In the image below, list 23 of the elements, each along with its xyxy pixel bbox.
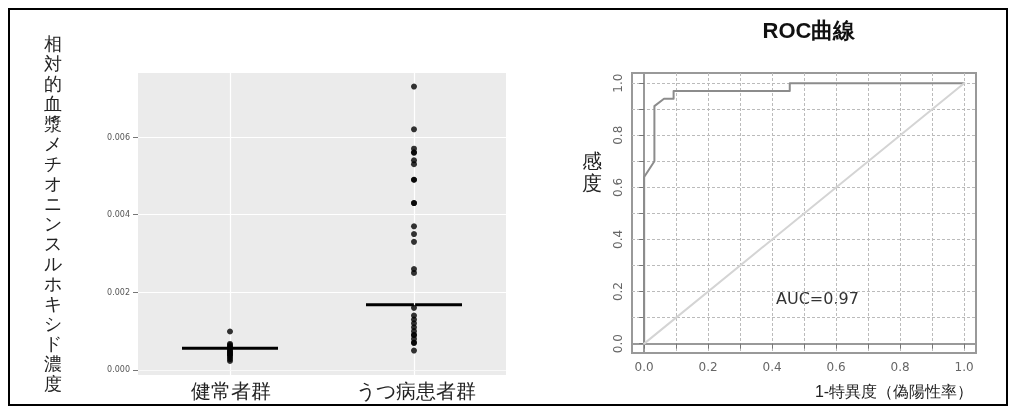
y-axis-title: 感度 [582,150,602,194]
x-tick-label: うつ病患者群 [355,379,476,403]
y-tick-label: 0.2 [611,281,625,302]
y-tick-label: 0.006 [107,132,130,142]
x-tick-label: 0.8 [890,360,910,374]
y-tick-label: 0.4 [611,229,625,249]
y-tick-label: 0.004 [107,210,130,220]
x-axis-title: 1-特異度（偽陽性率） [814,382,974,400]
x-tick-label: 1.0 [954,360,974,374]
x-tick-label: 0.2 [698,360,718,374]
x-tick-label: 0.6 [826,360,846,374]
x-tick-label: 0.0 [634,360,654,374]
text: 相対的血漿メチオニンスルホキシド濃度 [44,34,62,394]
y-tick-label: 0.6 [611,177,625,197]
y-tick-label: 0.0 [611,334,625,354]
chart-title: ROC曲線 [762,17,857,43]
y-tick-label: 0.002 [107,287,130,297]
y-tick-label: 0.000 [107,365,130,375]
x-tick-label: 0.4 [762,360,782,374]
y-tick-label: 1.0 [611,73,625,93]
x-tick-label: 健常者群 [190,379,271,403]
annotation: AUC=0.97 [776,288,859,308]
y-tick-label: 0.8 [611,125,625,145]
